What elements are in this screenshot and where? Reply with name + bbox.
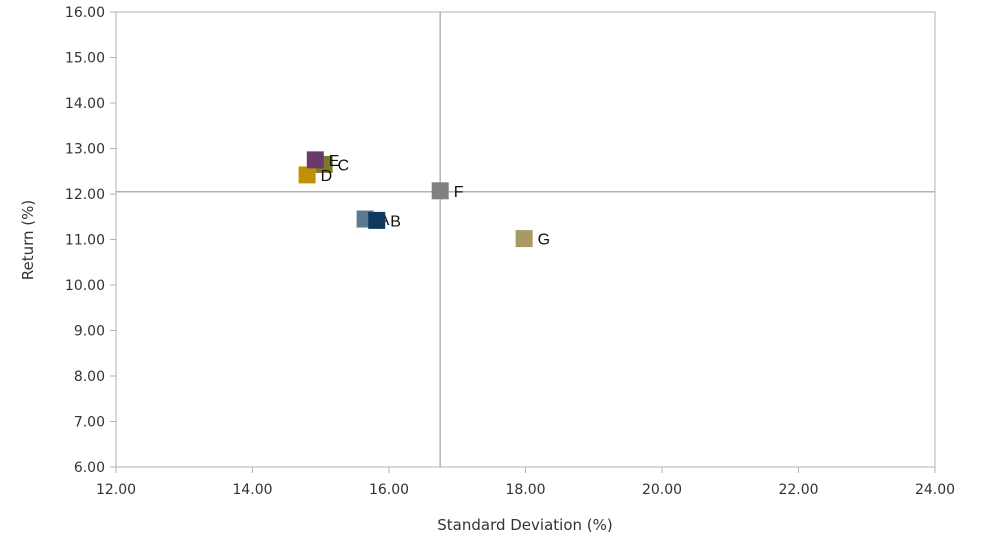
data-label-f: F (454, 184, 464, 201)
y-tick-label: 12.00 (65, 187, 105, 203)
data-label-c: C (338, 157, 350, 174)
data-point-e (306, 151, 324, 169)
data-points: ABCDEFG (298, 151, 550, 249)
x-tick-label: 18.00 (505, 482, 545, 498)
data-point-d (298, 166, 316, 184)
data-label-e: E (329, 153, 340, 170)
y-tick-label: 7.00 (74, 415, 105, 431)
data-label-b: B (390, 213, 401, 230)
data-label-d: D (321, 168, 333, 185)
y-tick-label: 6.00 (74, 460, 105, 476)
x-tick-label: 24.00 (915, 482, 955, 498)
x-tick-label: 20.00 (642, 482, 682, 498)
y-axis-title: Return (%) (19, 200, 37, 281)
x-tick-label: 16.00 (369, 482, 409, 498)
x-axis-title: Standard Deviation (%) (437, 516, 612, 534)
data-point-g (515, 230, 533, 248)
data-point-b (368, 211, 386, 229)
y-tick-label: 13.00 (65, 142, 105, 158)
x-tick-label: 12.00 (96, 482, 136, 498)
y-tick-label: 10.00 (65, 278, 105, 294)
x-axis-ticks: 12.00 14.00 16.00 18.00 20.00 22.00 24.00 (96, 467, 955, 498)
data-label-g: G (538, 232, 550, 249)
x-tick-label: 22.00 (778, 482, 818, 498)
y-tick-label: 8.00 (74, 369, 105, 385)
y-tick-label: 11.00 (65, 233, 105, 249)
data-point-f (431, 182, 449, 200)
y-tick-label: 15.00 (65, 51, 105, 67)
y-tick-label: 14.00 (65, 96, 105, 112)
y-axis-ticks: 6.00 7.00 8.00 9.00 10.00 11.00 12.00 13.00 14.0… (65, 5, 116, 476)
y-tick-label: 16.00 (65, 5, 105, 21)
reference-lines (116, 12, 935, 467)
y-tick-label: 9.00 (74, 324, 105, 340)
x-tick-label: 14.00 (232, 482, 272, 498)
